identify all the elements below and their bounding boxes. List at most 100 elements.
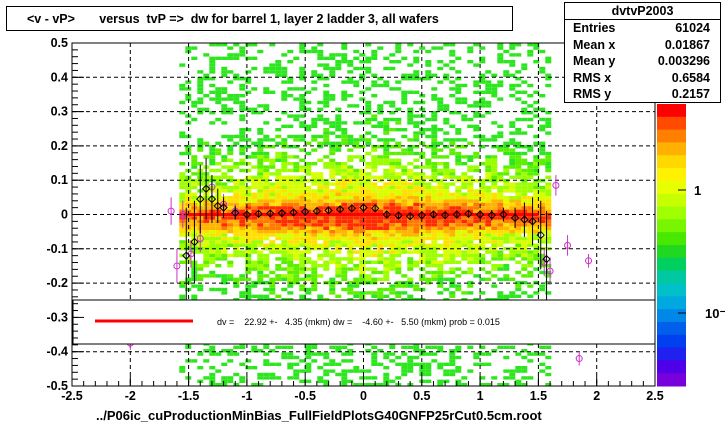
colorbar-segment <box>657 296 686 310</box>
black-point <box>487 210 496 220</box>
colorbar-segment <box>657 321 686 336</box>
black-point <box>499 210 508 219</box>
colorbar-segment <box>657 168 686 182</box>
black-point <box>520 215 529 224</box>
x-tick-label: -0.5 <box>294 389 316 403</box>
black-point <box>417 210 427 220</box>
black-point <box>510 213 520 223</box>
colorbar-segment <box>657 180 686 195</box>
black-point <box>394 211 403 220</box>
y-tick-label: -0.5 <box>46 379 68 393</box>
chart-title: <v - vP> versus tvP => dw for barrel 1, … <box>27 12 439 26</box>
black-point <box>440 210 450 220</box>
colorbar-segment <box>657 347 686 361</box>
x-tick-label: -2 <box>125 389 136 403</box>
x-tick-label: 0 <box>360 389 367 403</box>
y-tick-label: 0.4 <box>51 70 68 84</box>
x-tick-label: -2.5 <box>61 389 83 403</box>
stats-row-mean-y: Mean y 0.003296 <box>565 53 720 70</box>
colorbar-segment <box>657 360 686 374</box>
magenta-point <box>575 355 583 363</box>
black-point <box>207 194 217 204</box>
y-tick-label: 0.2 <box>51 139 68 153</box>
y-tick-label: -0.4 <box>46 345 68 359</box>
black-point <box>254 209 263 219</box>
colorbar-segment <box>657 104 686 118</box>
magenta-point <box>167 207 175 215</box>
magenta-point <box>552 181 560 189</box>
black-point <box>196 194 205 204</box>
stats-key: RMS y <box>573 87 612 101</box>
black-point <box>190 237 199 247</box>
stats-row-rms-y: RMS y 0.2157 <box>565 86 720 103</box>
stats-box: dvtvP2003 Entries 61024 Mean x 0.01867 M… <box>564 2 721 103</box>
black-point <box>475 210 485 219</box>
y-tick-label: -0.2 <box>46 276 68 290</box>
black-point <box>242 210 252 219</box>
x-tick-label: -1 <box>241 389 252 403</box>
black-point <box>277 208 287 218</box>
black-point <box>359 203 368 212</box>
y-tick-label: -0.3 <box>46 310 68 324</box>
stats-value: 0.6584 <box>671 70 710 85</box>
black-point <box>405 212 415 221</box>
stats-value: 61024 <box>675 21 710 35</box>
y-tick-label: 0.3 <box>51 105 68 119</box>
black-point <box>429 210 438 219</box>
stats-name: dvtvP2003 <box>565 3 720 20</box>
magenta-point <box>564 241 572 249</box>
x-tick-label: 1.5 <box>530 389 547 403</box>
black-point <box>324 206 333 215</box>
x-tick-label: 2 <box>593 389 600 403</box>
x-axis-label: ../P06ic_cuProductionMinBias_FullFieldPl… <box>96 408 542 423</box>
black-point <box>266 209 275 218</box>
stats-value: 0.2157 <box>671 87 710 101</box>
black-point <box>542 254 551 264</box>
black-point <box>382 210 392 219</box>
colorbar-segment <box>657 116 686 131</box>
black-point <box>182 251 191 260</box>
black-point <box>528 217 537 226</box>
black-point <box>536 230 545 240</box>
black-point <box>452 210 461 219</box>
black-point <box>300 207 310 216</box>
stats-row-mean-x: Mean x 0.01867 <box>565 37 720 54</box>
y-tick-label: -0.1 <box>46 242 68 256</box>
stats-row-entries: Entries 61024 <box>565 20 720 37</box>
x-tick-label: 2.5 <box>646 389 663 403</box>
stats-key: Mean x <box>573 37 616 52</box>
black-point <box>289 208 298 217</box>
colorbar-segment <box>657 219 686 233</box>
chart-title-box: <v - vP> versus tvP => dw for barrel 1, … <box>6 6 513 31</box>
colorbar-segment <box>657 309 686 323</box>
colorbar-segment <box>657 257 686 272</box>
colorbar-segment <box>657 129 686 143</box>
colorbar-tick-label: 10⁻¹ <box>705 306 725 321</box>
x-tick-label: -1.5 <box>178 389 200 403</box>
colorbar-segment <box>657 283 686 297</box>
x-tick-label: 1 <box>477 389 484 403</box>
colorbar-tick-label: 1 <box>694 183 701 198</box>
stats-row-rms-x: RMS x 0.6584 <box>565 70 720 87</box>
colorbar-segment <box>657 270 686 284</box>
stats-value: 0.003296 <box>657 54 710 68</box>
colorbar-segment <box>657 232 686 246</box>
magenta-point <box>173 262 181 270</box>
black-point <box>201 184 211 193</box>
black-point <box>231 208 240 217</box>
black-point <box>213 201 222 211</box>
colorbar-segment <box>657 142 686 156</box>
colorbar-segment <box>657 206 686 220</box>
stats-key: Entries <box>573 21 616 35</box>
colorbar-segment <box>657 245 686 259</box>
stats-key: RMS x <box>573 70 612 85</box>
colorbar-segment <box>657 193 686 208</box>
colorbar-segment <box>657 334 686 349</box>
black-point <box>219 203 228 212</box>
black-point <box>312 206 322 216</box>
black-point <box>370 204 380 213</box>
stats-key: Mean y <box>573 54 616 68</box>
black-point <box>464 209 473 219</box>
stats-value: 0.01867 <box>664 37 710 52</box>
